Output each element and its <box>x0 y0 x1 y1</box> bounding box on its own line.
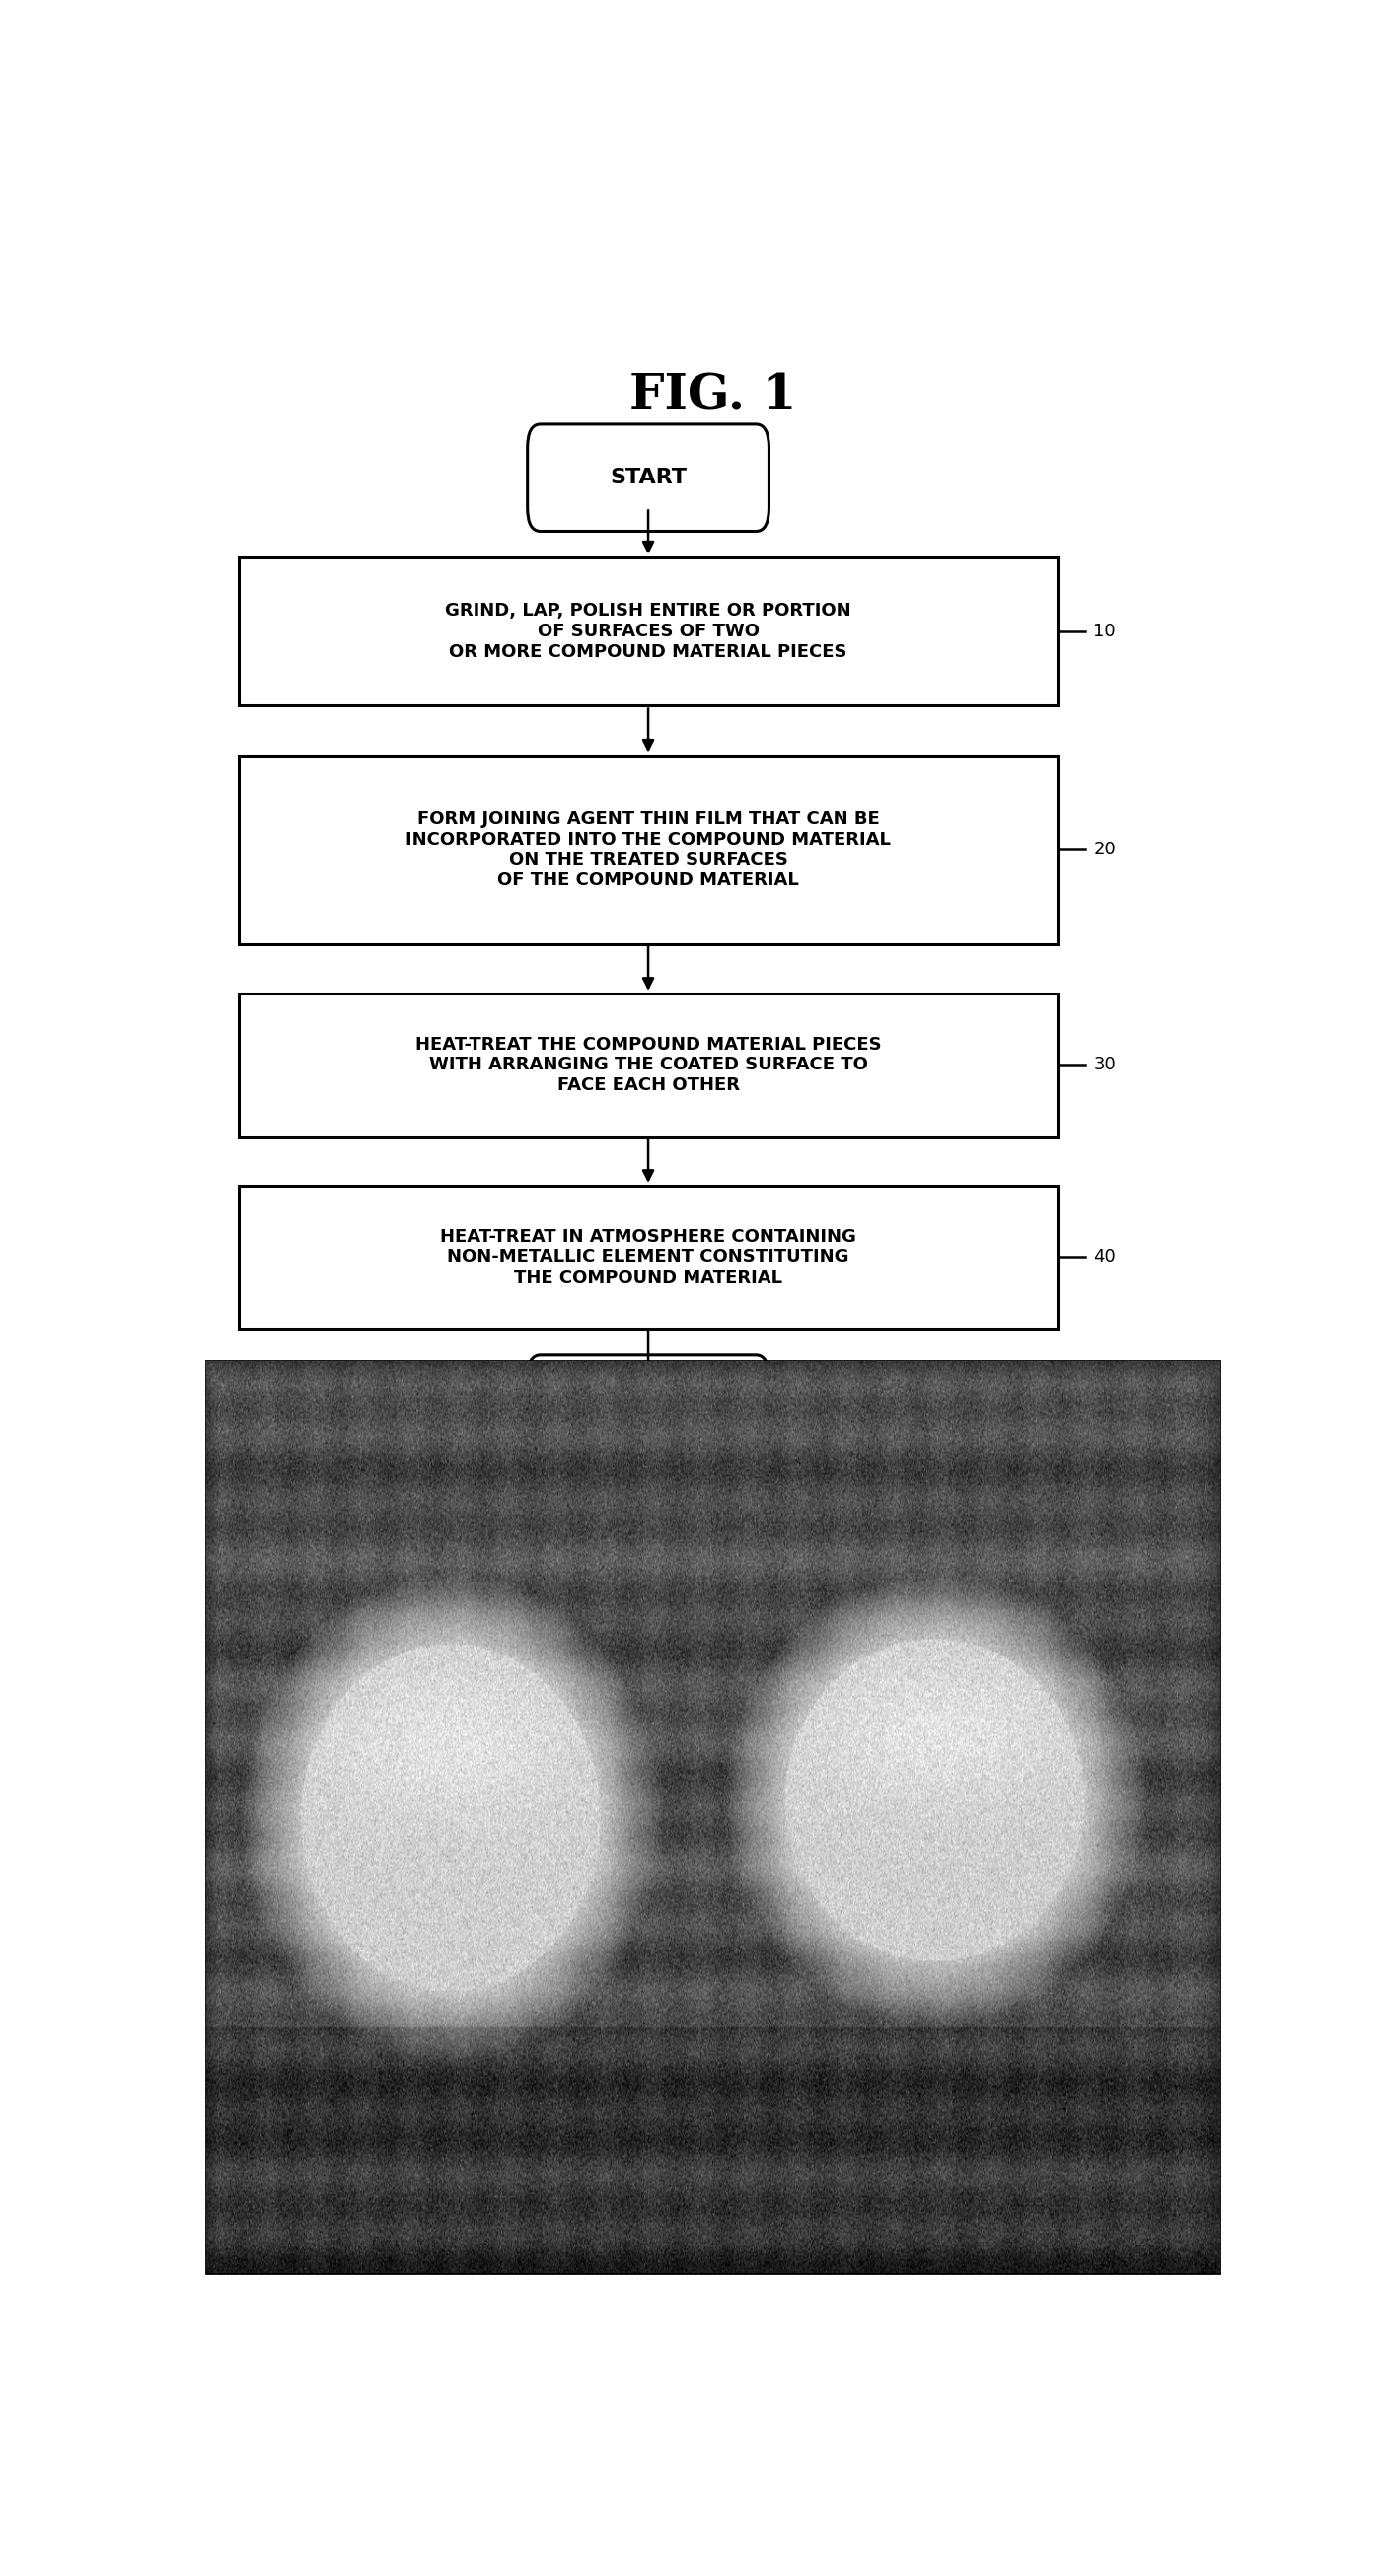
Text: GRIND, LAP, POLISH ENTIRE OR PORTION
OF SURFACES OF TWO
OR MORE COMPOUND MATERIA: GRIND, LAP, POLISH ENTIRE OR PORTION OF … <box>445 603 851 662</box>
Text: FORM JOINING AGENT THIN FILM THAT CAN BE
INCORPORATED INTO THE COMPOUND MATERIAL: FORM JOINING AGENT THIN FILM THAT CAN BE… <box>406 809 890 889</box>
FancyBboxPatch shape <box>527 1355 769 1461</box>
Bar <box>239 1185 1059 1329</box>
Text: 10: 10 <box>1093 623 1116 641</box>
Text: FIG. 1: FIG. 1 <box>629 374 797 420</box>
Bar <box>239 755 1059 943</box>
Text: FIG. 2A: FIG. 2A <box>616 1376 810 1422</box>
Text: END: END <box>623 1399 673 1417</box>
Bar <box>239 556 1059 706</box>
Bar <box>239 994 1059 1136</box>
Bar <box>206 1360 1220 2272</box>
Text: HEAT-TREAT THE COMPOUND MATERIAL PIECES
WITH ARRANGING THE COATED SURFACE TO
FAC: HEAT-TREAT THE COMPOUND MATERIAL PIECES … <box>415 1036 882 1095</box>
Text: HEAT-TREAT IN ATMOSPHERE CONTAINING
NON-METALLIC ELEMENT CONSTITUTING
THE COMPOU: HEAT-TREAT IN ATMOSPHERE CONTAINING NON-… <box>440 1229 857 1285</box>
Text: 40: 40 <box>1093 1249 1116 1267</box>
Text: 30: 30 <box>1093 1056 1116 1074</box>
FancyBboxPatch shape <box>527 425 769 531</box>
Text: START: START <box>609 469 687 487</box>
Text: 20: 20 <box>1093 840 1116 858</box>
